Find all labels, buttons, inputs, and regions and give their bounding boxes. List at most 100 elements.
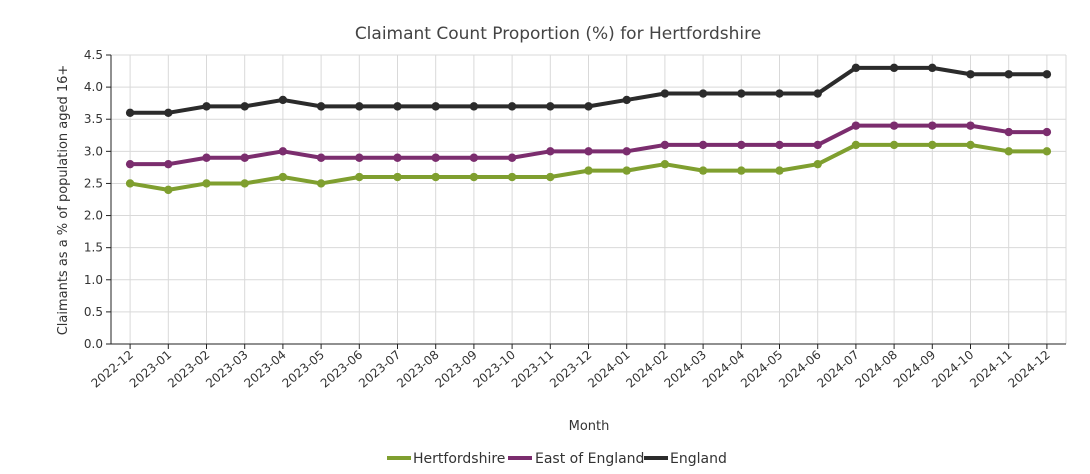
y-tick-label: 1.0	[84, 273, 103, 287]
data-point-england	[889, 63, 899, 73]
y-tick-label: 4.0	[84, 80, 103, 94]
data-point-east-of-england	[546, 147, 555, 156]
data-point-hertfordshire	[698, 166, 708, 175]
x-tick-label: 2024-12	[1005, 348, 1052, 391]
x-tick-label: 2023-01	[127, 348, 174, 391]
data-point-england	[393, 102, 402, 111]
data-point-hertfordshire	[966, 140, 975, 150]
y-tick-label: 0.5	[84, 305, 103, 319]
data-point-england	[240, 102, 249, 111]
legend-label-east-of-england: East of England	[535, 451, 644, 467]
x-tick-label: 2024-01	[585, 348, 632, 391]
data-point-hertfordshire	[393, 172, 402, 182]
data-point-england	[584, 102, 593, 111]
grid-layer	[111, 54, 1067, 344]
legend-label-england: England	[670, 451, 727, 467]
x-tick-label: 2023-10	[471, 348, 518, 391]
y-tick-label: 2.0	[84, 209, 103, 223]
x-tick-label: 2024-11	[967, 348, 1014, 391]
data-point-hertfordshire	[164, 185, 173, 195]
y-tick-label: 3.0	[84, 144, 103, 158]
series-england	[125, 63, 1052, 118]
y-tick-label: 2.5	[84, 176, 103, 190]
x-tick-label: 2024-06	[776, 348, 823, 391]
data-point-england	[775, 89, 784, 98]
data-point-east-of-england	[660, 140, 670, 150]
data-point-hertfordshire	[125, 179, 135, 188]
data-point-east-of-england	[316, 153, 326, 162]
data-point-hertfordshire	[546, 172, 555, 182]
x-tick-label: 2024-02	[623, 348, 670, 391]
data-point-east-of-england	[775, 140, 784, 150]
data-point-east-of-england	[584, 147, 593, 156]
data-point-east-of-england	[393, 153, 402, 162]
data-point-hertfordshire	[775, 166, 784, 175]
y-tick-label: 0.0	[84, 337, 103, 351]
x-tick-label: 2023-07	[356, 348, 403, 391]
data-point-hertfordshire	[1042, 147, 1052, 156]
data-point-england	[202, 102, 211, 111]
data-point-hertfordshire	[355, 172, 364, 182]
data-point-england	[355, 102, 364, 111]
data-point-england	[278, 95, 288, 105]
data-point-england	[546, 102, 555, 111]
data-point-hertfordshire	[622, 166, 631, 175]
data-point-east-of-england	[278, 147, 288, 156]
data-point-england	[125, 108, 135, 118]
data-point-hertfordshire	[240, 179, 249, 188]
data-point-east-of-england	[698, 140, 708, 150]
data-point-hertfordshire	[660, 159, 670, 169]
x-tick-label: 2024-05	[738, 348, 785, 391]
data-point-england	[316, 102, 326, 111]
data-point-hertfordshire	[928, 140, 937, 150]
x-tick-label: 2024-09	[891, 348, 938, 391]
chart-title: Claimant Count Proportion (%) for Hertfo…	[355, 24, 761, 44]
y-tick-label: 4.5	[84, 48, 103, 62]
x-tick-label: 2023-03	[203, 348, 250, 391]
series-layer	[125, 63, 1052, 195]
y-tick-label: 3.5	[84, 112, 103, 126]
data-point-hertfordshire	[316, 179, 326, 188]
legend-label-hertfordshire: Hertfordshire	[413, 451, 505, 467]
x-tick-label: 2024-08	[853, 348, 900, 391]
x-axis-label: Month	[569, 419, 610, 434]
axis-layer: 0.00.51.01.52.02.53.03.54.04.52022-12202…	[84, 48, 1066, 391]
data-point-hertfordshire	[851, 140, 861, 150]
x-tick-label: 2023-11	[509, 348, 556, 391]
data-point-east-of-england	[966, 121, 975, 130]
data-point-east-of-england	[813, 140, 822, 150]
series-hertfordshire	[125, 140, 1052, 195]
data-point-east-of-england	[202, 153, 211, 162]
x-tick-label: 2022-12	[89, 348, 136, 391]
x-tick-label: 2024-07	[814, 348, 861, 391]
data-point-england	[164, 108, 173, 118]
legend: Hertfordshire East of England England	[387, 451, 727, 467]
x-tick-label: 2023-08	[394, 348, 441, 391]
data-point-east-of-england	[240, 153, 249, 162]
x-tick-label: 2023-06	[318, 348, 365, 391]
data-point-hertfordshire	[469, 172, 479, 182]
data-point-england	[622, 95, 631, 105]
data-point-east-of-england	[889, 121, 899, 130]
data-point-hertfordshire	[889, 140, 899, 150]
data-point-hertfordshire	[813, 159, 822, 169]
y-axis-label: Claimants as a % of population aged 16+	[56, 65, 71, 336]
data-point-england	[469, 102, 479, 111]
x-tick-label: 2023-12	[547, 348, 594, 391]
data-point-hertfordshire	[431, 172, 440, 182]
data-point-england	[737, 89, 746, 98]
data-point-east-of-england	[125, 159, 135, 169]
data-point-east-of-england	[469, 153, 479, 162]
series-east-of-england	[125, 121, 1052, 169]
data-point-england	[507, 102, 517, 111]
data-point-east-of-england	[355, 153, 364, 162]
data-point-england	[813, 89, 822, 98]
data-point-england	[698, 89, 708, 98]
data-point-england	[851, 63, 861, 73]
data-point-england	[966, 70, 975, 79]
data-point-east-of-england	[164, 159, 173, 169]
data-point-east-of-england	[1004, 127, 1013, 137]
x-tick-label: 2024-10	[929, 348, 976, 391]
